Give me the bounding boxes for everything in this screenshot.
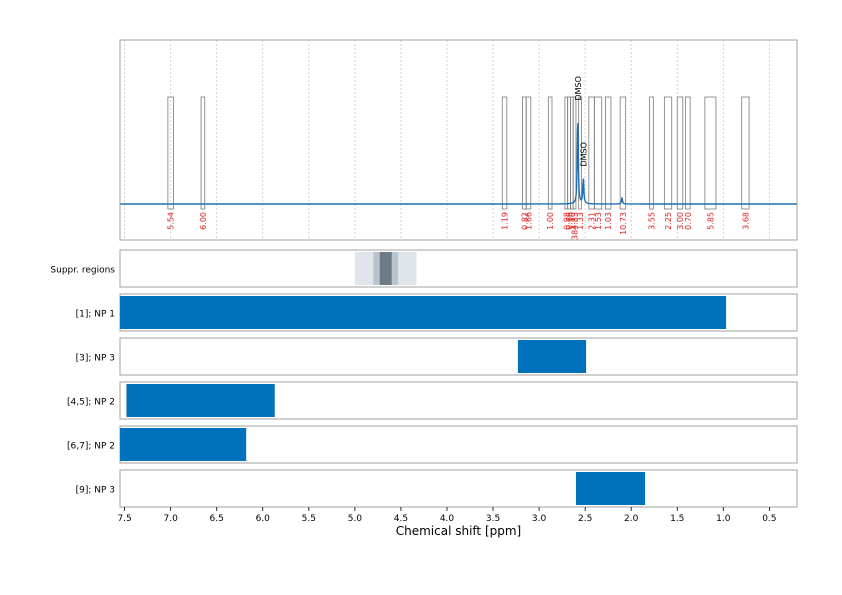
peak-label-dmso: DMSO	[579, 142, 588, 166]
spectrum-gridlines	[124, 40, 770, 240]
x-tick-label: 3.0	[532, 514, 547, 524]
region-bar	[120, 296, 727, 329]
integration-value-labels: 5.54 6.00 1.19 0.821.66 1.00 0.980.661.10384.…	[167, 212, 751, 240]
integration-box	[564, 96, 569, 210]
integration-label: 2.25	[664, 212, 673, 230]
integration-box	[685, 96, 691, 210]
integration-box	[605, 96, 612, 210]
integration-box	[619, 96, 627, 210]
region-bar	[517, 340, 587, 373]
x-tick-label: 3.5	[486, 514, 500, 524]
integration-label: 1.03	[604, 212, 613, 230]
integration-label: 0.98	[562, 212, 571, 230]
integration-label: 5.54	[167, 212, 176, 230]
integration-label: 0.82	[520, 212, 529, 230]
x-tick-label: 2.5	[578, 514, 592, 524]
row-4-label: [6,7]; NP 2	[67, 442, 115, 452]
x-tick-label: 5.0	[348, 514, 363, 524]
integration-box	[200, 96, 206, 210]
x-tick-label: 6.5	[210, 514, 224, 524]
suppression-band	[379, 252, 392, 285]
peak-labels: DMSO DMSO	[574, 76, 589, 166]
row-5-frame	[119, 469, 798, 508]
integration-box	[676, 96, 684, 210]
integration-label: 10.73	[619, 212, 628, 235]
x-axis: 7.5 7.0 6.5 6.0 5.5 5.0 4.5 4.0 3.5 3.0 2.5 2.0 1.5 1…	[117, 507, 777, 524]
x-tick-label: 0.5	[762, 514, 776, 524]
spectrum-trace	[120, 122, 797, 205]
x-tick-label: 4.0	[440, 514, 455, 524]
integration-box	[593, 96, 603, 210]
suppr-regions-label: Suppr. regions	[50, 266, 115, 276]
integration-box	[588, 96, 595, 210]
x-tick-label: 6.0	[256, 514, 271, 524]
integration-label: 1.00	[546, 212, 555, 230]
integration-box	[567, 96, 571, 210]
integration-label: 3.55	[647, 212, 656, 230]
integration-label: 1.33	[576, 212, 585, 230]
row-3-label: [4,5]; NP 2	[67, 398, 115, 408]
region-bar	[120, 428, 247, 461]
row-5-label: [9]; NP 3	[76, 486, 115, 496]
integration-box	[663, 96, 673, 210]
row-1-label: [1]; NP 1	[76, 310, 115, 320]
integration-box	[525, 96, 532, 210]
x-tick-label: 4.5	[394, 514, 408, 524]
x-tick-label: 2.0	[624, 514, 639, 524]
integration-box	[704, 96, 717, 210]
x-tick-label: 7.5	[117, 514, 131, 524]
integration-label: 6.00	[199, 212, 208, 230]
region-panels: Suppr. regions [1]; NP 1 [3]; NP 3 [4,5]; N…	[50, 249, 798, 508]
integration-box	[570, 96, 574, 210]
integration-label: 3.00	[676, 212, 685, 230]
integration-label: 3.68	[741, 212, 750, 230]
x-tick-label: 7.0	[163, 514, 178, 524]
integration-boxes	[167, 96, 750, 210]
integration-label: 0.66	[565, 212, 574, 230]
row-2-label: [3]; NP 3	[76, 354, 115, 364]
integration-box	[572, 96, 577, 210]
integration-label: 1.66	[525, 212, 534, 230]
integration-label: 384.83	[571, 212, 580, 240]
integration-box	[167, 96, 174, 210]
peak-label-dmso: DMSO	[574, 76, 583, 100]
integration-label: 5.85	[706, 212, 715, 230]
region-bar	[126, 384, 275, 417]
suppr-regions-frame	[119, 249, 798, 288]
region-bar	[575, 472, 646, 505]
row-2-frame	[119, 337, 798, 376]
integration-label: 1.53	[594, 212, 603, 230]
integration-label: 2.31	[588, 212, 597, 230]
x-tick-label: 5.5	[302, 514, 316, 524]
integration-box	[522, 96, 527, 210]
integration-box	[501, 96, 508, 210]
integration-label: 1.19	[501, 212, 510, 230]
integration-box	[547, 96, 553, 210]
spectrum-panel-frame	[119, 39, 798, 241]
integration-label: 1.10	[568, 212, 577, 230]
x-axis-label: Chemical shift [ppm]	[396, 524, 522, 538]
integration-box	[649, 96, 654, 210]
x-tick-label: 1.5	[670, 514, 684, 524]
x-tick-label: 1.0	[716, 514, 731, 524]
integration-label: 0.70	[684, 212, 693, 230]
integration-box	[741, 96, 750, 210]
